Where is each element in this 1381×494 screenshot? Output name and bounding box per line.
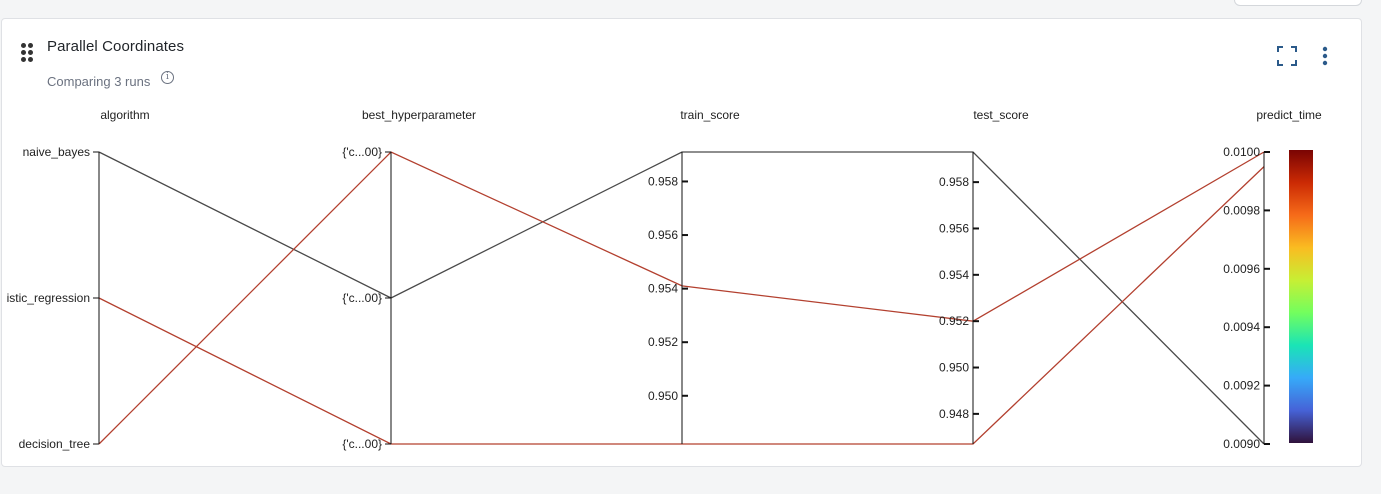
axis-train_score[interactable]: train_score 0.950 0.952 0.954 0.956 0.958 xyxy=(648,108,740,444)
fullscreen-button[interactable] xyxy=(1276,45,1298,67)
tick-label: {'c...00} xyxy=(342,291,382,305)
info-icon[interactable]: i xyxy=(161,71,174,84)
axis-title-train_score: train_score xyxy=(680,108,740,122)
axis-predict_time[interactable]: predict_time 0.0090 0.0092 0.0094 0.0096 0.00… xyxy=(1223,108,1322,451)
parallel-coordinates-plot: algorithm naive_bayes istic_regressiondeci… xyxy=(7,108,1322,451)
axis-best_hyperparameter[interactable]: best_hyperparameter {'c...00} {'c...00} {'c… xyxy=(342,108,476,451)
chart-title: Parallel Coordinates xyxy=(47,38,185,55)
tick-label: 0.958 xyxy=(939,175,969,189)
tick-label: 0.0100 xyxy=(1223,145,1260,159)
tick-label: decision_tree xyxy=(19,437,91,451)
tick-label: 0.0090 xyxy=(1223,437,1260,451)
tick-label: 0.0098 xyxy=(1223,203,1260,217)
tick-label: 0.0096 xyxy=(1223,262,1260,276)
tick-label: 0.952 xyxy=(939,314,969,328)
axis-title-predict_time: predict_time xyxy=(1256,108,1322,122)
top-control-edge[interactable] xyxy=(1234,0,1362,6)
parallel-coordinates-card: Parallel Coordinates Comparing 3 runs i … xyxy=(1,18,1362,467)
colorbar xyxy=(1289,150,1313,443)
more-vertical-icon xyxy=(1322,46,1328,66)
axis-title-best_hyperparameter: best_hyperparameter xyxy=(362,108,476,122)
tick-label: naive_bayes xyxy=(23,145,90,159)
tick-label: 0.0094 xyxy=(1223,320,1260,334)
tick-label: 0.954 xyxy=(648,282,678,296)
tick-label: 0.950 xyxy=(648,389,678,403)
tick-label: 0.956 xyxy=(648,228,678,242)
fullscreen-icon xyxy=(1277,46,1297,66)
tick-label: 0.956 xyxy=(939,221,969,235)
tick-label: 0.948 xyxy=(939,407,969,421)
axis-algorithm[interactable]: algorithm naive_bayes istic_regressiondeci… xyxy=(7,108,150,451)
tick-label: 0.952 xyxy=(648,335,678,349)
tick-label: {'c...00} xyxy=(342,437,382,451)
axis-title-algorithm: algorithm xyxy=(100,108,149,122)
drag-handle-icon[interactable] xyxy=(20,41,36,62)
tick-label: 0.0092 xyxy=(1223,379,1260,393)
tick-label: 0.950 xyxy=(939,361,969,375)
tick-label: {'c...00} xyxy=(342,145,382,159)
runs-subtitle: Comparing 3 runs xyxy=(47,74,151,89)
tick-label: 0.958 xyxy=(648,174,678,188)
tick-label: istic_regression xyxy=(7,291,90,305)
axis-test_score[interactable]: test_score 0.948 0.950 0.952 0.954 0.956 0.958 xyxy=(939,108,1029,444)
tick-label: 0.954 xyxy=(939,268,969,282)
axis-title-test_score: test_score xyxy=(973,108,1029,122)
more-menu-button[interactable] xyxy=(1318,45,1332,67)
